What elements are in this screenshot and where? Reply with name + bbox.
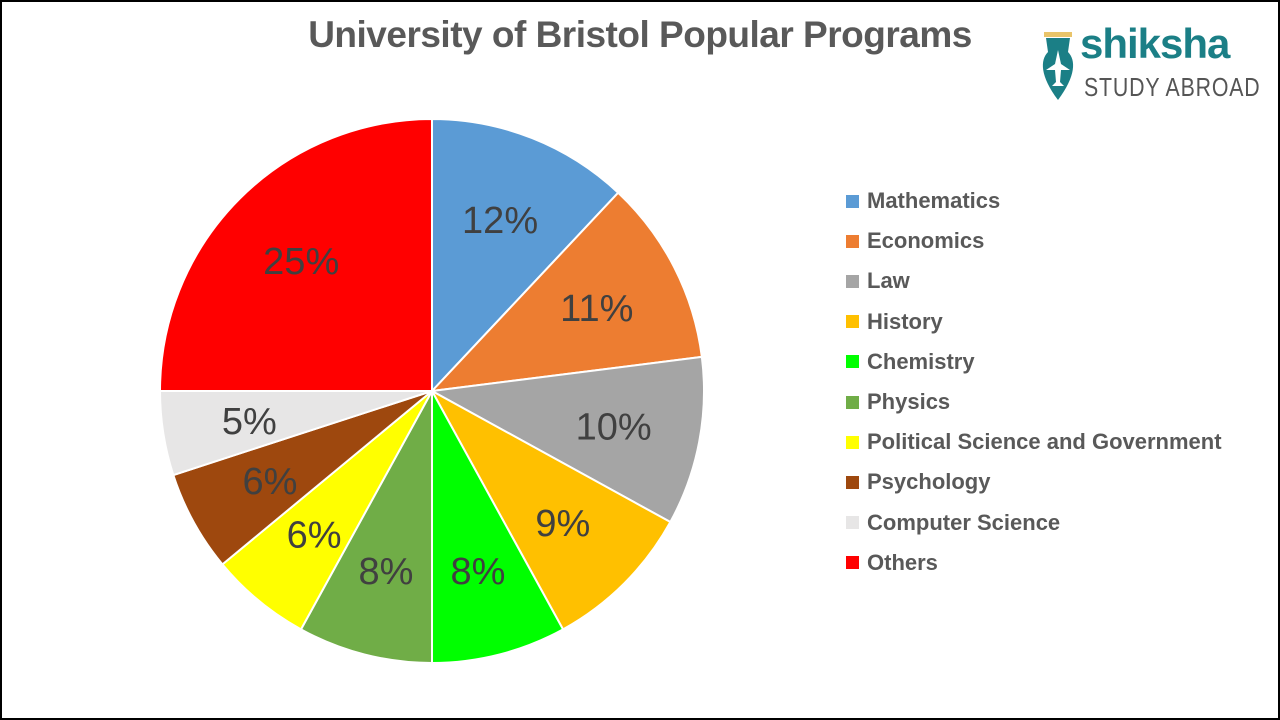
pie-slice-physics — [299, 390, 433, 665]
legend-item: Law — [846, 261, 1222, 301]
legend-label: Computer Science — [867, 509, 1061, 535]
pie-data-label: 6% — [287, 515, 342, 557]
legend-swatch — [846, 315, 859, 329]
pie-slice-history — [429, 388, 672, 631]
pen-nib-plane-icon — [1042, 32, 1074, 100]
legend-swatch — [846, 194, 859, 208]
pie-data-label: 5% — [222, 401, 277, 443]
logo-brand: shiksha — [1080, 20, 1230, 67]
pie-data-label: 8% — [359, 551, 414, 593]
pie-data-label: 6% — [242, 461, 297, 503]
legend-item: Economics — [846, 221, 1222, 261]
pie-data-label: 9% — [535, 503, 590, 545]
pie-slice-mathematics — [431, 117, 620, 394]
legend-item: Physics — [846, 382, 1222, 422]
legend-label: Economics — [867, 228, 985, 254]
legend-item: Computer Science — [846, 503, 1222, 543]
pie-slice-law — [428, 355, 705, 524]
legend-item: Others — [846, 543, 1222, 583]
legend-swatch — [846, 355, 859, 369]
legend-item: Psychology — [846, 462, 1222, 502]
legend-label: Law — [867, 268, 910, 294]
pie-slice-economics — [429, 191, 703, 393]
legend-label: Chemistry — [867, 348, 975, 374]
pie-data-label: 8% — [451, 551, 506, 593]
legend-label: Political Science and Government — [867, 429, 1222, 455]
legend-item: Chemistry — [846, 342, 1222, 382]
pie-slice-others — [158, 117, 433, 392]
legend-item: Mathematics — [846, 181, 1222, 221]
legend-swatch — [846, 435, 859, 449]
legend-swatch — [846, 274, 859, 288]
shiksha-logo: shiksha STUDY ABROAD — [1038, 20, 1268, 106]
legend-label: Mathematics — [867, 188, 1001, 214]
legend-swatch — [846, 516, 859, 530]
pie-data-label: 10% — [576, 407, 652, 449]
chart-title: University of Bristol Popular Programs — [308, 14, 972, 55]
legend-label: History — [867, 308, 943, 334]
pie-slice-chemistry — [431, 390, 565, 665]
pie-data-label: 25% — [263, 241, 339, 283]
legend-label: Psychology — [867, 469, 991, 495]
legend-item: History — [846, 302, 1222, 342]
legend-item: Political Science and Government — [846, 422, 1222, 462]
legend-label: Others — [867, 549, 938, 575]
pie-data-label: 12% — [462, 200, 538, 242]
legend-label: Physics — [867, 389, 951, 415]
legend-swatch — [846, 556, 859, 570]
pie-data-label: 11% — [560, 288, 633, 330]
chart-legend: Mathematics Economics Law History Chemistry P… — [846, 181, 1222, 583]
legend-swatch — [846, 234, 859, 248]
logo-tagline: STUDY ABROAD — [1084, 72, 1261, 102]
legend-swatch — [846, 395, 859, 409]
legend-swatch — [846, 475, 859, 489]
